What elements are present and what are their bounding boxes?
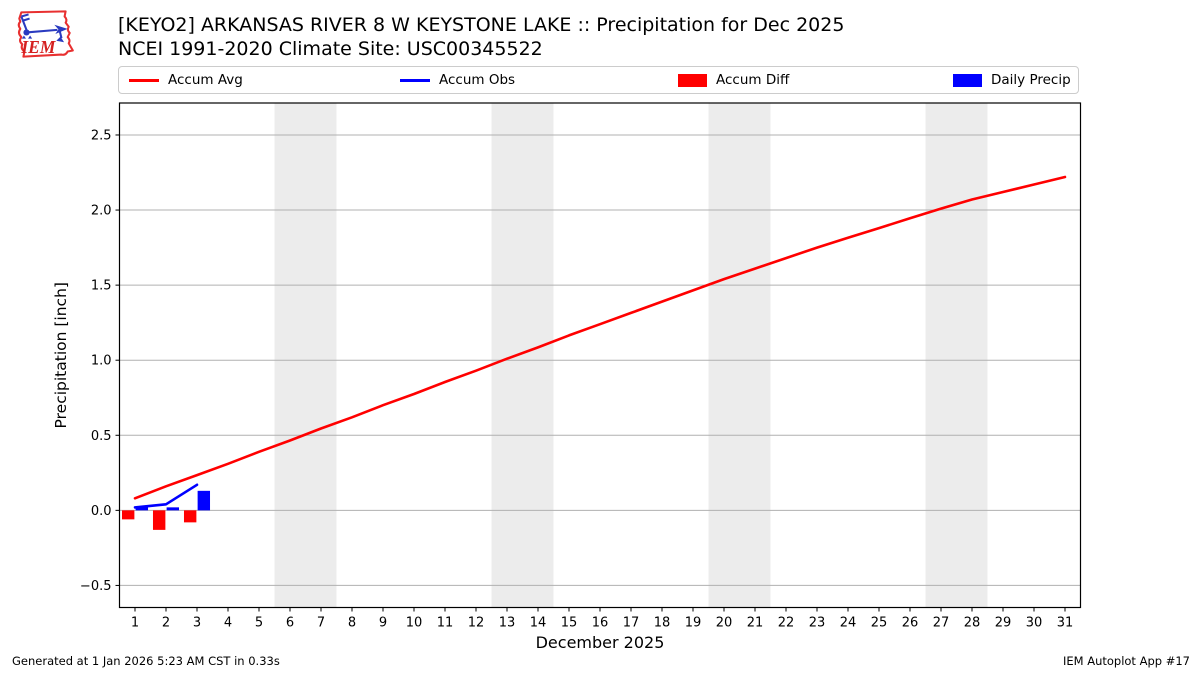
x-tick-label: 25 — [871, 616, 888, 631]
accum-avg-line-swatch — [129, 78, 159, 82]
accum-obs-line — [133, 483, 199, 509]
x-tick-label: 15 — [561, 616, 578, 631]
weekend-band — [708, 103, 771, 608]
x-tick-label: 11 — [437, 616, 454, 631]
y-tick-label: −0.5 — [80, 579, 112, 594]
weekend-band — [274, 103, 337, 608]
legend-label: Accum Avg — [168, 72, 243, 88]
x-tick-label: 28 — [964, 616, 981, 631]
y-tick-label: 1.0 — [91, 354, 112, 369]
x-tick-label: 1 — [131, 616, 139, 631]
generated-timestamp: Generated at 1 Jan 2026 5:23 AM CST in 0… — [12, 654, 280, 668]
daily-precip-bar — [135, 507, 149, 511]
chart-legend: Accum Avg Accum Obs Accum Diff Daily Pre… — [118, 66, 1079, 94]
x-tick-label: 23 — [809, 616, 826, 631]
x-tick-label: 16 — [592, 616, 609, 631]
legend-item-daily-precip: Daily Precip — [953, 67, 1071, 93]
page-subtitle: NCEI 1991-2020 Climate Site: USC00345522 — [118, 38, 543, 60]
daily-precip-patch-swatch — [953, 73, 982, 87]
accum-diff-patch-swatch — [678, 73, 707, 87]
y-tick-label: 2.5 — [91, 128, 112, 143]
accum-diff-bar — [152, 510, 166, 530]
x-tick-label: 3 — [193, 616, 201, 631]
x-tick-label: 6 — [286, 616, 294, 631]
x-tick-label: 18 — [654, 616, 671, 631]
y-tick-label: 1.5 — [91, 279, 112, 294]
y-axis-label: Precipitation [inch] — [52, 282, 70, 428]
x-tick-label: 12 — [468, 616, 485, 631]
x-tick-label: 31 — [1057, 616, 1074, 631]
legend-label: Daily Precip — [991, 72, 1071, 88]
y-tick-label: 2.0 — [91, 204, 112, 219]
x-tick-label: 30 — [1026, 616, 1043, 631]
logo-text: IEM — [20, 37, 56, 57]
iem-logo: IEM — [17, 10, 74, 58]
y-tick-label: 0.0 — [91, 504, 112, 519]
x-tick-label: 4 — [224, 616, 232, 631]
legend-label: Accum Obs — [439, 72, 516, 88]
accum-obs-line-swatch — [400, 78, 430, 82]
x-tick-label: 27 — [933, 616, 950, 631]
x-axis-label: December 2025 — [536, 633, 665, 652]
x-tick-label: 10 — [406, 616, 423, 631]
x-tick-label: 13 — [499, 616, 516, 631]
weather-vane-icon — [20, 13, 68, 43]
app-credit: IEM Autoplot App #17 — [1062, 654, 1190, 668]
x-tick-label: 7 — [317, 616, 325, 631]
weekend-band — [491, 103, 554, 608]
accum-diff-bar — [183, 510, 197, 523]
legend-label: Accum Diff — [716, 72, 790, 88]
accum-diff-bar — [121, 510, 135, 520]
x-tick-label: 26 — [902, 616, 919, 631]
x-tick-label: 19 — [685, 616, 702, 631]
x-tick-label: 24 — [840, 616, 857, 631]
x-tick-label: 17 — [623, 616, 640, 631]
legend-item-accum-obs: Accum Obs — [400, 67, 515, 93]
x-tick-label: 9 — [379, 616, 387, 631]
iowa-outline-icon — [17, 10, 74, 58]
x-tick-label: 29 — [995, 616, 1012, 631]
x-tick-label: 22 — [778, 616, 795, 631]
chart-header: [KEYO2] ARKANSAS RIVER 8 W KEYSTONE LAKE… — [118, 13, 844, 61]
legend-item-accum-avg: Accum Avg — [129, 67, 243, 93]
y-tick-label: 0.5 — [91, 429, 112, 444]
weekend-band — [925, 103, 988, 608]
daily-precip-bar — [166, 507, 180, 511]
x-tick-label: 21 — [747, 616, 764, 631]
daily-precip-bar — [197, 490, 211, 511]
x-tick-label: 2 — [162, 616, 170, 631]
x-tick-label: 20 — [716, 616, 733, 631]
accum-avg-line — [133, 175, 1067, 500]
x-tick-label: 14 — [530, 616, 547, 631]
legend-item-accum-diff: Accum Diff — [678, 67, 789, 93]
x-tick-label: 8 — [348, 616, 356, 631]
x-tick-label: 5 — [255, 616, 263, 631]
page-title: [KEYO2] ARKANSAS RIVER 8 W KEYSTONE LAKE… — [118, 14, 845, 36]
